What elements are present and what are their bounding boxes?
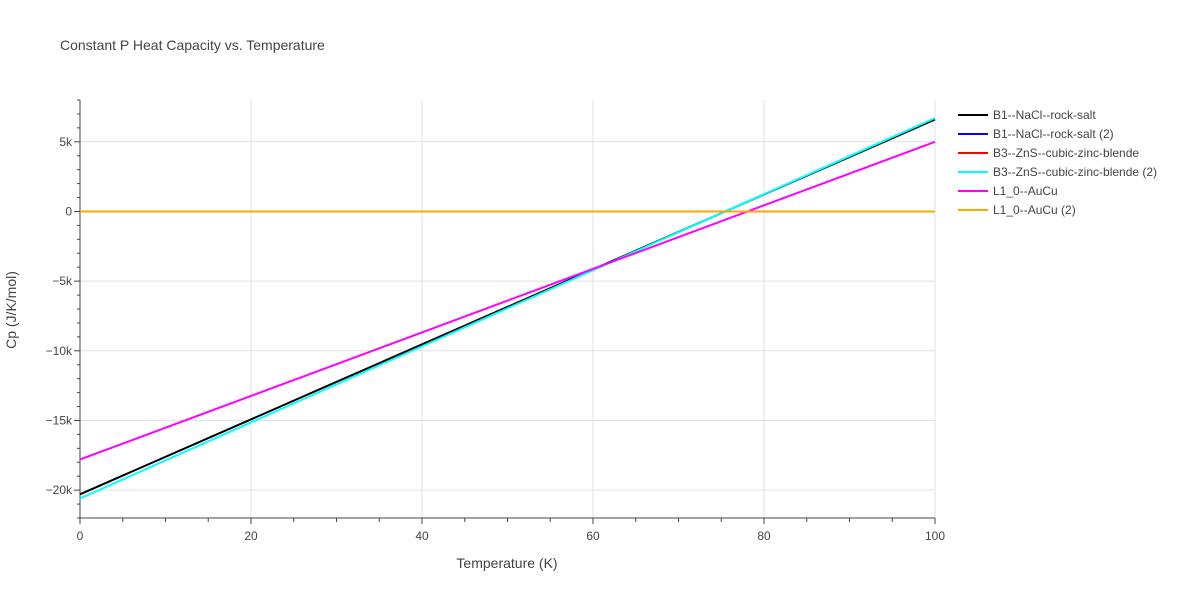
legend-label[interactable]: B3--ZnS--cubic-zinc-blende (2) <box>993 165 1157 179</box>
x-tick-label: 0 <box>77 529 84 543</box>
chart-title: Constant P Heat Capacity vs. Temperature <box>60 37 325 53</box>
y-tick-label: −20k <box>46 483 73 497</box>
y-tick-label: −10k <box>46 344 73 358</box>
axis-layer: 0 20 40 60 80 100 −20k −15k −10k −5k 0 5k <box>46 99 945 543</box>
y-tick-label: −5k <box>52 274 73 288</box>
series-line-5 <box>79 140 936 461</box>
x-tick-label: 20 <box>244 529 258 543</box>
y-tick-label: 0 <box>65 204 72 218</box>
y-tick-label: −15k <box>46 413 73 427</box>
y-tick-label: 5k <box>59 135 73 149</box>
series-layer <box>79 117 936 500</box>
x-tick-label: 60 <box>586 529 600 543</box>
x-axis-title: Temperature (K) <box>456 555 557 571</box>
series-line-4 <box>79 117 936 500</box>
x-tick-label: 100 <box>925 529 945 543</box>
legend[interactable]: B1--NaCl--rock-salt B1--NaCl--rock-salt (… <box>958 108 1157 217</box>
y-axis-title: Cp (J/K/mol) <box>3 271 19 349</box>
x-tick-label: 40 <box>415 529 429 543</box>
legend-label[interactable]: L1_0--AuCu <box>993 184 1058 198</box>
legend-label[interactable]: B1--NaCl--rock-salt (2) <box>993 127 1114 141</box>
legend-label[interactable]: B3--ZnS--cubic-zinc-blende <box>993 146 1139 160</box>
legend-label[interactable]: B1--NaCl--rock-salt <box>993 108 1096 122</box>
legend-label[interactable]: L1_0--AuCu (2) <box>993 203 1076 217</box>
x-tick-label: 80 <box>757 529 771 543</box>
